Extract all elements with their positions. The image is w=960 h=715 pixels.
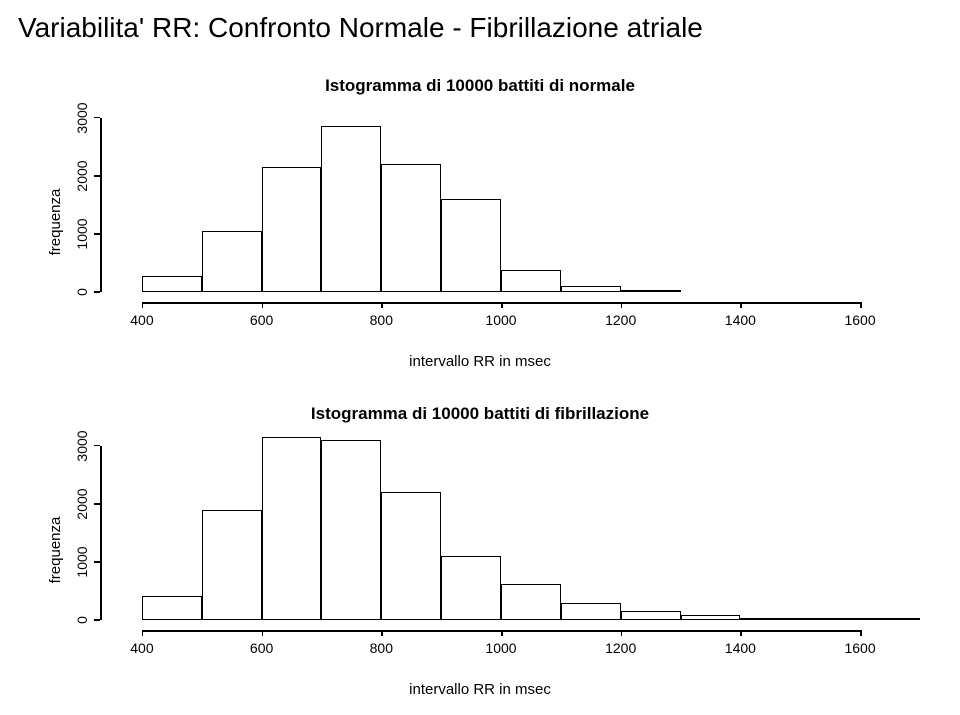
chart2-ylabel: frequenza [47, 517, 64, 584]
xtick [501, 302, 503, 308]
histogram-bar [561, 603, 621, 620]
xtick-label: 1000 [485, 640, 516, 656]
xtick-label: 1600 [844, 312, 875, 328]
xtick [501, 630, 503, 636]
ytick [94, 233, 100, 235]
histogram-bar [561, 286, 621, 292]
ytick-label: 0 [74, 600, 90, 640]
chart2-title: Istogramma di 10000 battiti di fibrillaz… [0, 404, 960, 424]
ytick-label: 1000 [74, 542, 90, 582]
chart1-plot-area [112, 106, 890, 292]
ytick [94, 175, 100, 177]
xtick [621, 302, 623, 308]
chart2-xlabel: intervallo RR in msec [0, 681, 960, 698]
xtick [860, 302, 862, 308]
xtick-label: 600 [250, 640, 273, 656]
page-title: Variabilita' RR: Confronto Normale - Fib… [18, 12, 703, 44]
histogram-bar [681, 615, 741, 620]
xtick [262, 630, 264, 636]
histogram-bar [321, 126, 381, 292]
histogram-bar [860, 618, 920, 620]
xtick-label: 1400 [725, 640, 756, 656]
ytick [94, 117, 100, 119]
xtick [262, 302, 264, 308]
histogram-bar [800, 618, 860, 620]
xtick-label: 400 [130, 640, 153, 656]
ytick [94, 561, 100, 563]
ytick [94, 291, 100, 293]
histogram-bar [621, 611, 681, 620]
xtick-label: 400 [130, 312, 153, 328]
ytick-label: 1000 [74, 214, 90, 254]
histogram-bar [501, 584, 561, 620]
ytick-label: 2000 [74, 156, 90, 196]
histogram-bar [202, 510, 262, 620]
histogram-bar [740, 618, 800, 620]
xtick [142, 302, 144, 308]
xtick-label: 1600 [844, 640, 875, 656]
histogram-bar [381, 492, 441, 620]
histogram-bar [321, 440, 381, 620]
ytick [94, 619, 100, 621]
histogram-bar [381, 164, 441, 292]
histogram-bar [262, 437, 322, 620]
ytick [94, 503, 100, 505]
chart1-title: Istogramma di 10000 battiti di normale [0, 76, 960, 96]
histogram-bar [262, 167, 322, 292]
xtick [860, 630, 862, 636]
histogram-bar [621, 290, 681, 292]
xtick [740, 630, 742, 636]
xtick-label: 800 [370, 640, 393, 656]
ytick-label: 2000 [74, 484, 90, 524]
xtick-label: 1200 [605, 312, 636, 328]
xtick-label: 1400 [725, 312, 756, 328]
xtick-label: 600 [250, 312, 273, 328]
xtick [381, 302, 383, 308]
yaxis-line [100, 118, 102, 292]
histogram-bar [501, 270, 561, 292]
yaxis-line [100, 446, 102, 620]
histogram-fibrillazione: Istogramma di 10000 battiti di fibrillaz… [0, 400, 960, 700]
xtick [381, 630, 383, 636]
histogram-bar [142, 276, 202, 292]
xtick-label: 1000 [485, 312, 516, 328]
chart1-xlabel: intervallo RR in msec [0, 353, 960, 370]
histogram-bar [441, 199, 501, 292]
xtick [621, 630, 623, 636]
ytick-label: 3000 [74, 426, 90, 466]
xtick-label: 800 [370, 312, 393, 328]
ytick-label: 0 [74, 272, 90, 312]
histogram-normale: Istogramma di 10000 battiti di normale f… [0, 72, 960, 372]
chart2-plot-area [112, 434, 890, 620]
xtick-label: 1200 [605, 640, 636, 656]
xtick [142, 630, 144, 636]
histogram-bar [441, 556, 501, 620]
chart1-ylabel: frequenza [47, 189, 64, 256]
histogram-bar [142, 596, 202, 620]
ytick-label: 3000 [74, 98, 90, 138]
histogram-bar [202, 231, 262, 292]
xtick [740, 302, 742, 308]
ytick [94, 445, 100, 447]
